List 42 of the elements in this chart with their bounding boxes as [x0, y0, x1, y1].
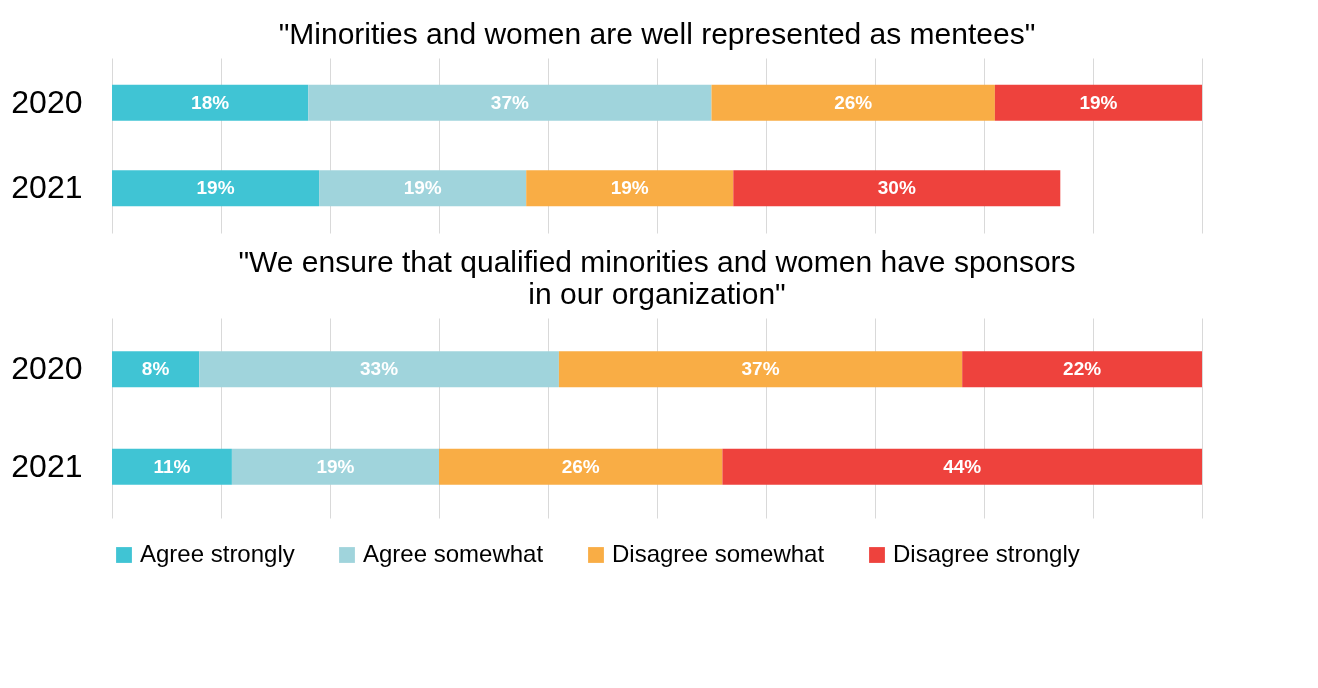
data-label: 18%: [191, 91, 230, 113]
legend-label: Disagree somewhat: [612, 540, 825, 567]
data-label: 37%: [741, 358, 780, 380]
legend-label: Agree somewhat: [363, 540, 544, 567]
data-label: 26%: [561, 455, 600, 477]
data-label: 11%: [153, 455, 191, 477]
bar: [112, 84, 309, 121]
data-label: 19%: [610, 177, 649, 199]
bar: [994, 84, 1202, 121]
data-label: 37%: [490, 91, 529, 113]
data-label: 30%: [877, 177, 916, 199]
bar: [733, 170, 1061, 207]
bar: [558, 351, 963, 388]
data-label: 33%: [360, 358, 399, 380]
data-label: 8%: [141, 358, 170, 380]
bar: [308, 84, 712, 121]
bar: [439, 448, 723, 485]
y-tick-label: 2021: [11, 169, 83, 206]
bar: [962, 351, 1202, 388]
bar: [722, 448, 1202, 485]
bar: [231, 448, 439, 485]
data-label: 19%: [196, 177, 235, 199]
bar: [112, 448, 232, 485]
data-label: 19%: [403, 177, 442, 199]
y-tick-label: 2020: [11, 83, 83, 120]
bar: [112, 170, 320, 207]
bar: [319, 170, 527, 207]
legend-label: Disagree strongly: [893, 540, 1080, 567]
data-label: 19%: [316, 455, 355, 477]
data-label: 22%: [1063, 358, 1102, 380]
legend-label: Agree strongly: [140, 540, 295, 567]
bar: [199, 351, 559, 388]
data-label: 19%: [1079, 91, 1118, 113]
chart-title: "We ensure that qualified minorities and women have sponsors in our organization": [238, 245, 1076, 310]
data-label: 44%: [943, 455, 982, 477]
bar: [112, 351, 200, 388]
y-tick-label: 2020: [11, 350, 83, 387]
bar: [711, 84, 995, 121]
data-label: 26%: [834, 91, 873, 113]
y-tick-label: 2021: [11, 447, 83, 484]
chart-title: "Minorities and women are well represented as mentees": [278, 17, 1036, 50]
bar: [526, 170, 734, 207]
